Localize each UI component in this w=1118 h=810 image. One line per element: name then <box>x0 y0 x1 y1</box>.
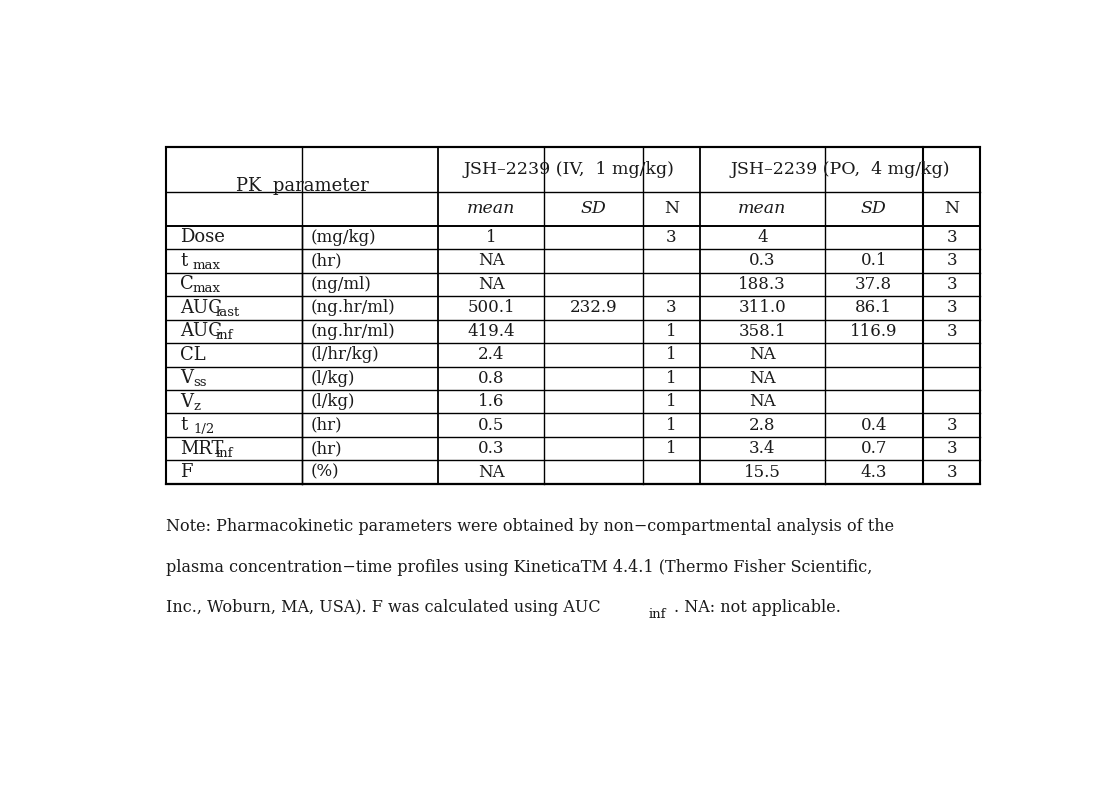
Text: 3: 3 <box>946 276 957 293</box>
Text: F: F <box>180 463 193 481</box>
Text: (hr): (hr) <box>311 440 342 457</box>
Text: JSH–2239 (PO,  4 mg/kg): JSH–2239 (PO, 4 mg/kg) <box>730 161 950 178</box>
Text: 1: 1 <box>666 393 676 410</box>
Bar <box>165 147 980 484</box>
Text: 358.1: 358.1 <box>739 323 786 340</box>
Text: 3: 3 <box>946 229 957 246</box>
Text: AUC: AUC <box>180 299 222 317</box>
Text: (ng.hr/ml): (ng.hr/ml) <box>311 300 395 317</box>
Text: PK  parameter: PK parameter <box>236 177 369 195</box>
Text: . NA: not applicable.: . NA: not applicable. <box>674 599 841 616</box>
Text: V: V <box>180 393 193 411</box>
Text: MRT: MRT <box>180 440 224 458</box>
Text: mean: mean <box>738 200 786 217</box>
Text: 15.5: 15.5 <box>743 463 780 480</box>
Text: max: max <box>193 259 221 272</box>
Text: N: N <box>944 200 959 217</box>
Text: 37.8: 37.8 <box>855 276 892 293</box>
Text: 1: 1 <box>666 416 676 433</box>
Text: 3: 3 <box>946 463 957 480</box>
Text: NA: NA <box>749 369 776 386</box>
Text: plasma concentration−time profiles using KineticaTM 4.4.1 (Thermo Fisher Scienti: plasma concentration−time profiles using… <box>165 559 872 576</box>
Text: (hr): (hr) <box>311 416 342 433</box>
Text: 311.0: 311.0 <box>738 300 786 317</box>
Text: (mg/kg): (mg/kg) <box>311 229 376 246</box>
Text: 3: 3 <box>946 416 957 433</box>
Text: z: z <box>193 400 200 413</box>
Text: 419.4: 419.4 <box>467 323 515 340</box>
Text: (ng.hr/ml): (ng.hr/ml) <box>311 323 395 340</box>
Text: t: t <box>180 416 188 434</box>
Text: 0.4: 0.4 <box>861 416 887 433</box>
Text: 116.9: 116.9 <box>850 323 898 340</box>
Text: JSH–2239 (IV,  1 mg/kg): JSH–2239 (IV, 1 mg/kg) <box>464 161 675 178</box>
Text: 1: 1 <box>486 229 496 246</box>
Text: NA: NA <box>479 253 504 270</box>
Text: AUC: AUC <box>180 322 222 340</box>
Text: (hr): (hr) <box>311 253 342 270</box>
Text: 3: 3 <box>946 300 957 317</box>
Text: 3: 3 <box>666 300 676 317</box>
Text: NA: NA <box>749 393 776 410</box>
Text: SD: SD <box>581 200 607 217</box>
Text: NA: NA <box>749 347 776 364</box>
Text: (l/hr/kg): (l/hr/kg) <box>311 347 379 364</box>
Text: 1: 1 <box>666 369 676 386</box>
Text: Note: Pharmacokinetic parameters were obtained by non−compartmental analysis of : Note: Pharmacokinetic parameters were ob… <box>165 518 894 535</box>
Text: (l/kg): (l/kg) <box>311 393 354 410</box>
Text: 1: 1 <box>666 347 676 364</box>
Text: (%): (%) <box>311 463 339 480</box>
Text: 232.9: 232.9 <box>570 300 617 317</box>
Text: last: last <box>216 306 239 319</box>
Text: t: t <box>180 252 188 270</box>
Text: SD: SD <box>861 200 887 217</box>
Text: NA: NA <box>479 463 504 480</box>
Text: 2.4: 2.4 <box>479 347 504 364</box>
Text: 1/2: 1/2 <box>193 423 215 437</box>
Text: inf: inf <box>648 608 666 621</box>
Text: N: N <box>664 200 679 217</box>
Text: mean: mean <box>467 200 515 217</box>
Text: CL: CL <box>180 346 206 364</box>
Text: 0.1: 0.1 <box>861 253 887 270</box>
Text: C: C <box>180 275 195 293</box>
Text: ss: ss <box>193 377 207 390</box>
Text: 4.3: 4.3 <box>861 463 887 480</box>
Text: max: max <box>193 283 221 296</box>
Text: NA: NA <box>479 276 504 293</box>
Text: 188.3: 188.3 <box>738 276 786 293</box>
Text: 0.8: 0.8 <box>479 369 504 386</box>
Text: V: V <box>180 369 193 387</box>
Text: 0.3: 0.3 <box>479 440 504 457</box>
Text: (l/kg): (l/kg) <box>311 369 354 386</box>
Text: Inc., Woburn, MA, USA). F was calculated using AUC: Inc., Woburn, MA, USA). F was calculated… <box>165 599 600 616</box>
Text: inf: inf <box>216 446 233 460</box>
Text: 1.6: 1.6 <box>479 393 504 410</box>
Text: 3: 3 <box>666 229 676 246</box>
Text: Dose: Dose <box>180 228 226 246</box>
Text: 3.4: 3.4 <box>749 440 776 457</box>
Text: 1: 1 <box>666 323 676 340</box>
Text: 3: 3 <box>946 253 957 270</box>
Text: inf: inf <box>216 330 233 343</box>
Text: 1: 1 <box>666 440 676 457</box>
Text: 3: 3 <box>946 440 957 457</box>
Text: 2.8: 2.8 <box>749 416 776 433</box>
Text: 0.7: 0.7 <box>861 440 887 457</box>
Text: 4: 4 <box>757 229 768 246</box>
Text: (ng/ml): (ng/ml) <box>311 276 371 293</box>
Text: 500.1: 500.1 <box>467 300 515 317</box>
Text: 0.3: 0.3 <box>749 253 776 270</box>
Text: 0.5: 0.5 <box>479 416 504 433</box>
Text: 3: 3 <box>946 323 957 340</box>
Text: 86.1: 86.1 <box>855 300 892 317</box>
